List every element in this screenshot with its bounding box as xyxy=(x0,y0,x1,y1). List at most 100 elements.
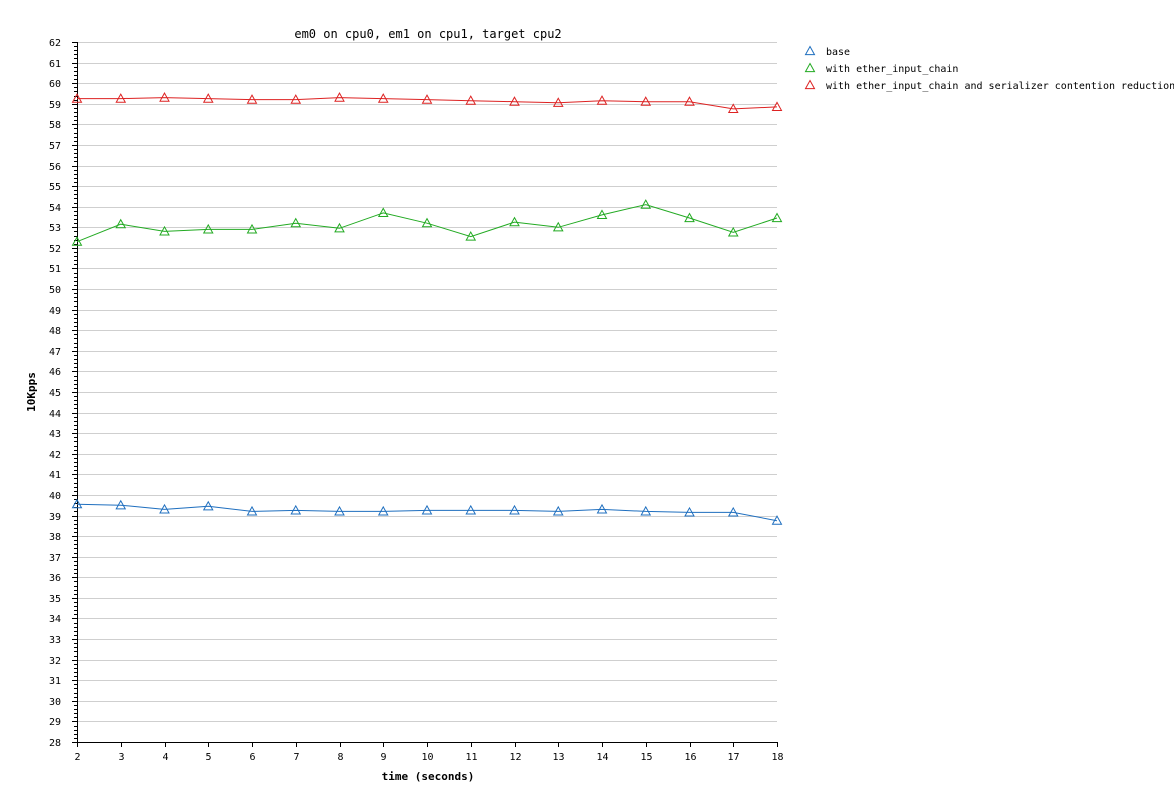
y-tick-label: 57 xyxy=(49,141,61,152)
data-point xyxy=(290,504,302,515)
y-tick-label: 42 xyxy=(49,450,61,461)
y-tick-label: 41 xyxy=(49,470,61,481)
data-point xyxy=(71,236,83,246)
y-tick-label: 49 xyxy=(49,306,61,317)
series-1 xyxy=(71,199,783,246)
tick-labels: 2829303132333435363738394041424344454647… xyxy=(49,38,784,763)
legend-entry: with ether_input_chain and serializer co… xyxy=(804,79,1174,92)
y-tick-label: 55 xyxy=(49,182,61,193)
x-tick-label: 9 xyxy=(380,752,386,763)
series-line xyxy=(76,503,778,522)
y-tick-label: 43 xyxy=(49,429,61,440)
y-tick-label: 54 xyxy=(49,203,61,214)
y-tick-label: 58 xyxy=(49,120,61,131)
legend-entry: with ether_input_chain xyxy=(804,62,958,75)
legend-label: with ether_input_chain xyxy=(826,64,958,75)
data-point xyxy=(596,209,608,220)
x-tick-label: 4 xyxy=(162,752,168,763)
data-point xyxy=(71,498,83,509)
data-point xyxy=(465,231,477,241)
data-point xyxy=(202,223,214,234)
y-tick-label: 39 xyxy=(49,512,61,523)
x-tick-label: 18 xyxy=(771,752,783,763)
data-series xyxy=(71,92,783,525)
data-point xyxy=(159,92,170,102)
x-tick-label: 10 xyxy=(421,752,433,763)
x-tick-label: 12 xyxy=(509,752,521,763)
legend-marker xyxy=(804,45,816,56)
data-point xyxy=(115,218,127,229)
data-point xyxy=(71,93,83,103)
legend-entry: base xyxy=(804,45,850,58)
data-point xyxy=(640,96,652,106)
y-tick-label: 38 xyxy=(49,532,61,543)
axes xyxy=(72,42,778,747)
data-point xyxy=(727,103,739,114)
y-tick-label: 46 xyxy=(49,367,61,378)
data-point xyxy=(552,505,564,516)
chart-title: em0 on cpu0, em1 on cpu1, target cpu2 xyxy=(294,27,561,41)
y-tick-label: 56 xyxy=(49,162,61,173)
data-point xyxy=(246,505,258,516)
x-tick-label: 5 xyxy=(205,752,211,763)
x-tick-label: 14 xyxy=(596,752,608,763)
data-point xyxy=(421,94,433,104)
y-tick-label: 33 xyxy=(49,635,61,646)
data-point xyxy=(115,499,127,510)
data-point xyxy=(421,504,433,515)
data-point xyxy=(509,504,520,515)
x-tick-label: 3 xyxy=(118,752,124,763)
legend-label: base xyxy=(826,47,850,58)
series-line xyxy=(76,204,778,243)
data-point xyxy=(465,95,477,105)
y-tick-label: 59 xyxy=(49,100,61,111)
data-point xyxy=(596,95,608,105)
data-point xyxy=(684,96,695,106)
data-point xyxy=(771,101,783,111)
data-point xyxy=(334,222,345,233)
data-point xyxy=(377,93,389,103)
x-tick-label: 17 xyxy=(727,752,739,763)
y-tick-label: 61 xyxy=(49,59,61,70)
y-tick-label: 50 xyxy=(49,285,61,296)
x-tick-label: 15 xyxy=(640,752,652,763)
y-tick-label: 31 xyxy=(49,676,61,687)
y-tick-label: 48 xyxy=(49,326,61,337)
y-axis-title: 10Kpps xyxy=(25,372,38,412)
data-point xyxy=(727,226,739,237)
y-tick-label: 60 xyxy=(49,79,61,90)
y-tick-label: 30 xyxy=(49,697,61,708)
data-point xyxy=(509,96,520,106)
y-tick-label: 32 xyxy=(49,656,61,667)
data-point xyxy=(159,225,170,236)
x-tick-label: 2 xyxy=(74,752,80,763)
data-point xyxy=(290,217,302,228)
data-point xyxy=(377,505,389,516)
data-point xyxy=(246,223,258,234)
data-point xyxy=(727,506,739,517)
x-tick-label: 6 xyxy=(249,752,255,763)
y-tick-label: 36 xyxy=(49,573,61,584)
data-point xyxy=(465,504,477,515)
x-tick-label: 7 xyxy=(293,752,299,763)
data-point xyxy=(509,216,520,227)
y-tick-label: 53 xyxy=(49,223,61,234)
data-point xyxy=(290,94,302,104)
y-tick-label: 40 xyxy=(49,491,61,502)
data-point xyxy=(115,93,127,103)
data-point xyxy=(246,94,258,104)
data-point xyxy=(684,506,695,517)
x-tick-label: 11 xyxy=(465,752,477,763)
data-point xyxy=(596,503,608,514)
series-2 xyxy=(71,92,783,114)
data-point xyxy=(640,199,652,209)
grid-lines xyxy=(77,42,777,722)
data-point xyxy=(202,93,214,103)
data-point xyxy=(552,221,564,232)
legend-marker xyxy=(804,79,816,90)
data-point xyxy=(377,207,389,217)
series-line xyxy=(77,97,778,110)
data-point xyxy=(334,505,345,516)
data-point xyxy=(552,97,564,107)
